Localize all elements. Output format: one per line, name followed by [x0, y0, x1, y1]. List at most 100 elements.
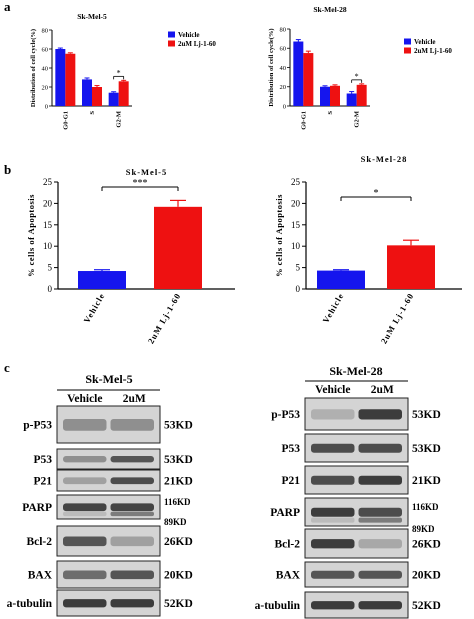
blot-band	[63, 418, 107, 431]
x-tick-label: Vehicle	[82, 291, 107, 325]
y-tick-label: 5	[296, 263, 301, 273]
blot-band-cleaved	[110, 511, 154, 517]
western-blot-left: Sk-Mel-5 Vehicle 2uM p-P53 53KD P53 53KD P21 21K…	[7, 372, 193, 617]
cell-cycle-chart-2: Sk-Mel-28 0 20 40 60 80 Distribution of cell c…	[268, 5, 452, 130]
blot-band	[110, 418, 154, 431]
apoptosis-chart-4: Sk-Mel-28 0 5 10 15 20 25 % cells of Apoptosis V…	[274, 154, 462, 345]
bar-treated	[387, 245, 435, 289]
blot-strip	[56, 469, 161, 492]
bar-treated	[303, 53, 314, 106]
x-tick-label: G2-M	[354, 111, 361, 128]
blot-band	[63, 456, 107, 463]
bar-vehicle	[320, 86, 330, 106]
protein-label: a-tubulin	[7, 598, 53, 610]
y-tick-label: 15	[291, 220, 301, 230]
blot-band	[358, 443, 402, 453]
blot-title: Sk-Mel-5	[85, 372, 132, 386]
blot-band-cleaved	[311, 517, 355, 523]
bar-vehicle	[82, 79, 92, 106]
size-label-secondary: 89KD	[412, 524, 435, 534]
blot-band	[110, 503, 154, 512]
x-tick-label: 2uM Lj-1-60	[379, 291, 416, 345]
blot-band-cleaved	[358, 517, 402, 523]
blot-band	[358, 570, 402, 579]
blot-band	[110, 456, 154, 463]
y-tick-label: 10	[291, 241, 301, 251]
blot-band	[63, 477, 107, 485]
legend-swatch	[404, 47, 411, 54]
legend-label: 2uM Lj-1-60	[414, 47, 452, 55]
x-tick-label: G0-G1	[62, 111, 69, 130]
legend-label: Vehicle	[178, 31, 200, 39]
size-label: 26KD	[412, 539, 441, 551]
protein-label: a-tubulin	[255, 600, 301, 612]
size-label: 53KD	[412, 409, 441, 421]
chart-title: Sk-Mel-5	[126, 167, 168, 177]
blot-band	[63, 503, 107, 512]
y-tick-label: 80	[280, 26, 287, 33]
legend-label: Vehicle	[414, 38, 436, 46]
y-tick-label: 60	[42, 46, 49, 53]
blot-band	[311, 409, 355, 420]
chart-title: Sk-Mel-28	[361, 154, 408, 164]
bar-treated	[154, 206, 202, 289]
protein-label: Bcl-2	[274, 539, 300, 551]
blot-band-cleaved	[63, 511, 107, 517]
bar-vehicle	[55, 49, 66, 106]
bar-vehicle	[293, 41, 304, 107]
protein-label: PARP	[270, 507, 300, 519]
y-tick-label: 0	[48, 284, 53, 294]
y-tick-label: 15	[43, 220, 53, 230]
y-tick-label: 25	[291, 177, 301, 187]
protein-label: p-P53	[271, 409, 300, 421]
bar-vehicle	[78, 271, 126, 289]
size-label: 53KD	[164, 454, 193, 466]
protein-label: P21	[33, 476, 52, 488]
protein-label: P53	[33, 454, 52, 466]
size-label-secondary: 89KD	[164, 517, 187, 527]
significance-label: *	[374, 188, 379, 199]
y-tick-label: 0	[283, 103, 286, 110]
bar-vehicle	[108, 92, 119, 106]
protein-label: PARP	[22, 502, 52, 514]
x-tick-label: 2uM Lj-1-60	[146, 291, 183, 345]
size-label: 20KD	[412, 570, 441, 582]
blot-band	[110, 536, 154, 547]
western-blot-right: Sk-Mel-28 Vehicle 2uM p-P53 53KD P53 53KD P21 21…	[255, 364, 441, 619]
protein-label: P53	[281, 443, 300, 455]
blot-band	[110, 477, 154, 485]
panel-label-c: c	[4, 360, 10, 375]
blot-band	[311, 443, 355, 453]
bar-treated	[118, 81, 129, 106]
size-label: 20KD	[164, 570, 193, 582]
bar-treated	[356, 84, 367, 106]
blot-band	[358, 475, 402, 485]
size-label: 26KD	[164, 536, 193, 548]
size-label: 21KD	[412, 475, 441, 487]
y-axis-label: Distribution of cell cycle(%)	[30, 29, 37, 107]
blot-band	[358, 601, 402, 610]
size-label: 52KD	[412, 600, 441, 612]
lane-label: 2uM	[371, 384, 394, 396]
legend-swatch	[168, 31, 175, 38]
legend-label: 2uM Lj-1-60	[178, 40, 216, 48]
significance-label: *	[355, 72, 359, 81]
blot-band	[110, 599, 154, 608]
significance-label: ***	[133, 178, 148, 189]
y-tick-label: 0	[45, 103, 48, 110]
size-label: 53KD	[412, 443, 441, 455]
y-axis-label: % cells of Apoptosis	[26, 194, 36, 277]
x-tick-label: S	[327, 111, 334, 115]
legend-swatch	[404, 38, 411, 45]
protein-label: BAX	[28, 570, 53, 582]
lane-label: Vehicle	[67, 393, 102, 405]
panel-label-b: b	[4, 162, 11, 177]
protein-label: BAX	[276, 570, 301, 582]
cell-cycle-chart-1: Sk-Mel-5 0 20 40 60 80 Distribution of cell cy…	[30, 12, 216, 130]
size-label: 116KD	[164, 497, 191, 507]
size-label: 116KD	[412, 502, 439, 512]
panel-label-a: a	[4, 0, 11, 14]
x-tick-label: G2-M	[116, 111, 123, 128]
blot-strip	[56, 448, 161, 470]
y-tick-label: 20	[43, 198, 53, 208]
